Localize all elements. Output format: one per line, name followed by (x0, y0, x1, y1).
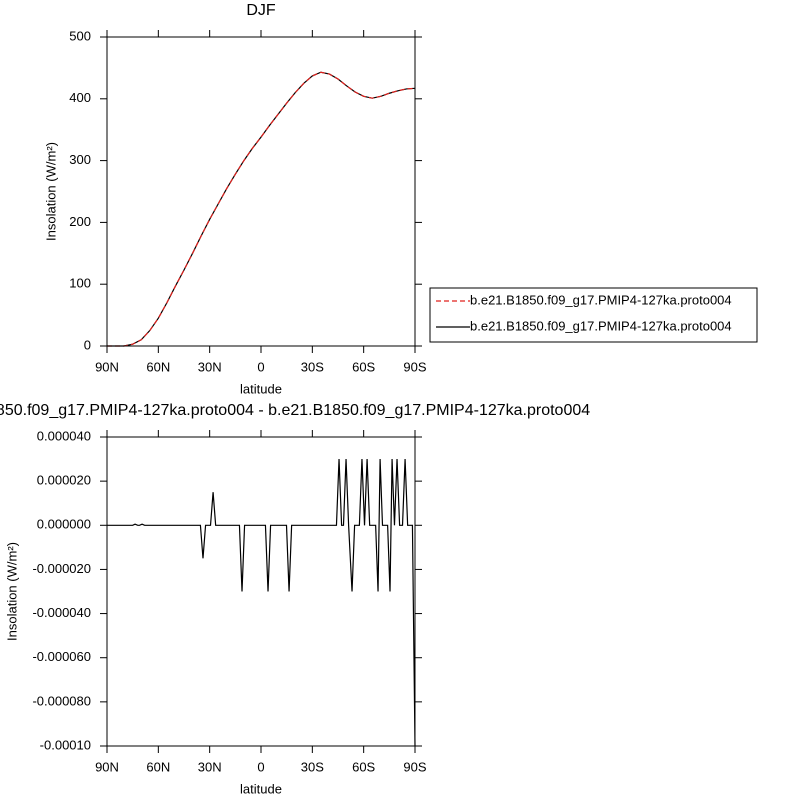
x-tick-label: 30N (198, 359, 222, 374)
plot-frame (106, 36, 416, 347)
data-line (107, 71, 416, 347)
x-tick-label: 60S (352, 359, 375, 374)
y-tick-label: -0.000020 (32, 561, 91, 576)
y-tick-label: 300 (69, 152, 91, 167)
y-tick-label: -0.00010 (40, 737, 91, 752)
y-tick-label: 200 (69, 214, 91, 229)
x-axis-label: latitude (240, 381, 282, 396)
x-tick-label: 90S (403, 759, 426, 774)
legend-label: b.e21.B1850.f09_g17.PMIP4-127ka.proto004 (470, 318, 732, 333)
x-tick-label: 0 (257, 759, 264, 774)
y-axis-label: Insolation (W/m²) (43, 142, 58, 241)
y-tick-label: -0.000060 (32, 649, 91, 664)
y-tick-label: 400 (69, 90, 91, 105)
legend-box (429, 287, 758, 343)
y-tick-label: 0.000040 (37, 428, 91, 443)
x-tick-label: 60S (352, 759, 375, 774)
x-tick-label: 90S (403, 359, 426, 374)
plot-frame (106, 436, 416, 747)
y-axis-label: Insolation (W/m²) (4, 542, 19, 641)
x-tick-label: 90N (95, 759, 119, 774)
x-tick-label: 30S (301, 359, 324, 374)
data-line (107, 71, 416, 347)
x-tick-label: 60N (146, 359, 170, 374)
y-tick-label: 0.000000 (37, 517, 91, 532)
x-tick-label: 60N (146, 759, 170, 774)
chart-title: DJF (246, 2, 276, 19)
x-tick-label: 90N (95, 359, 119, 374)
x-axis-label: latitude (240, 781, 282, 796)
y-tick-label: 0.000020 (37, 473, 91, 488)
y-tick-label: -0.000080 (32, 693, 91, 708)
x-tick-label: 0 (257, 359, 264, 374)
y-tick-label: -0.000040 (32, 605, 91, 620)
x-tick-label: 30N (198, 759, 222, 774)
y-tick-label: 100 (69, 276, 91, 291)
legend-label: b.e21.B1850.f09_g17.PMIP4-127ka.proto004 (470, 292, 732, 307)
chart-title: b.e21.B1850.f09_g17.PMIP4-127ka.proto004… (0, 402, 590, 419)
y-tick-label: 500 (69, 28, 91, 43)
y-tick-label: 0 (84, 337, 91, 352)
data-line (107, 459, 416, 747)
x-tick-label: 30S (301, 759, 324, 774)
